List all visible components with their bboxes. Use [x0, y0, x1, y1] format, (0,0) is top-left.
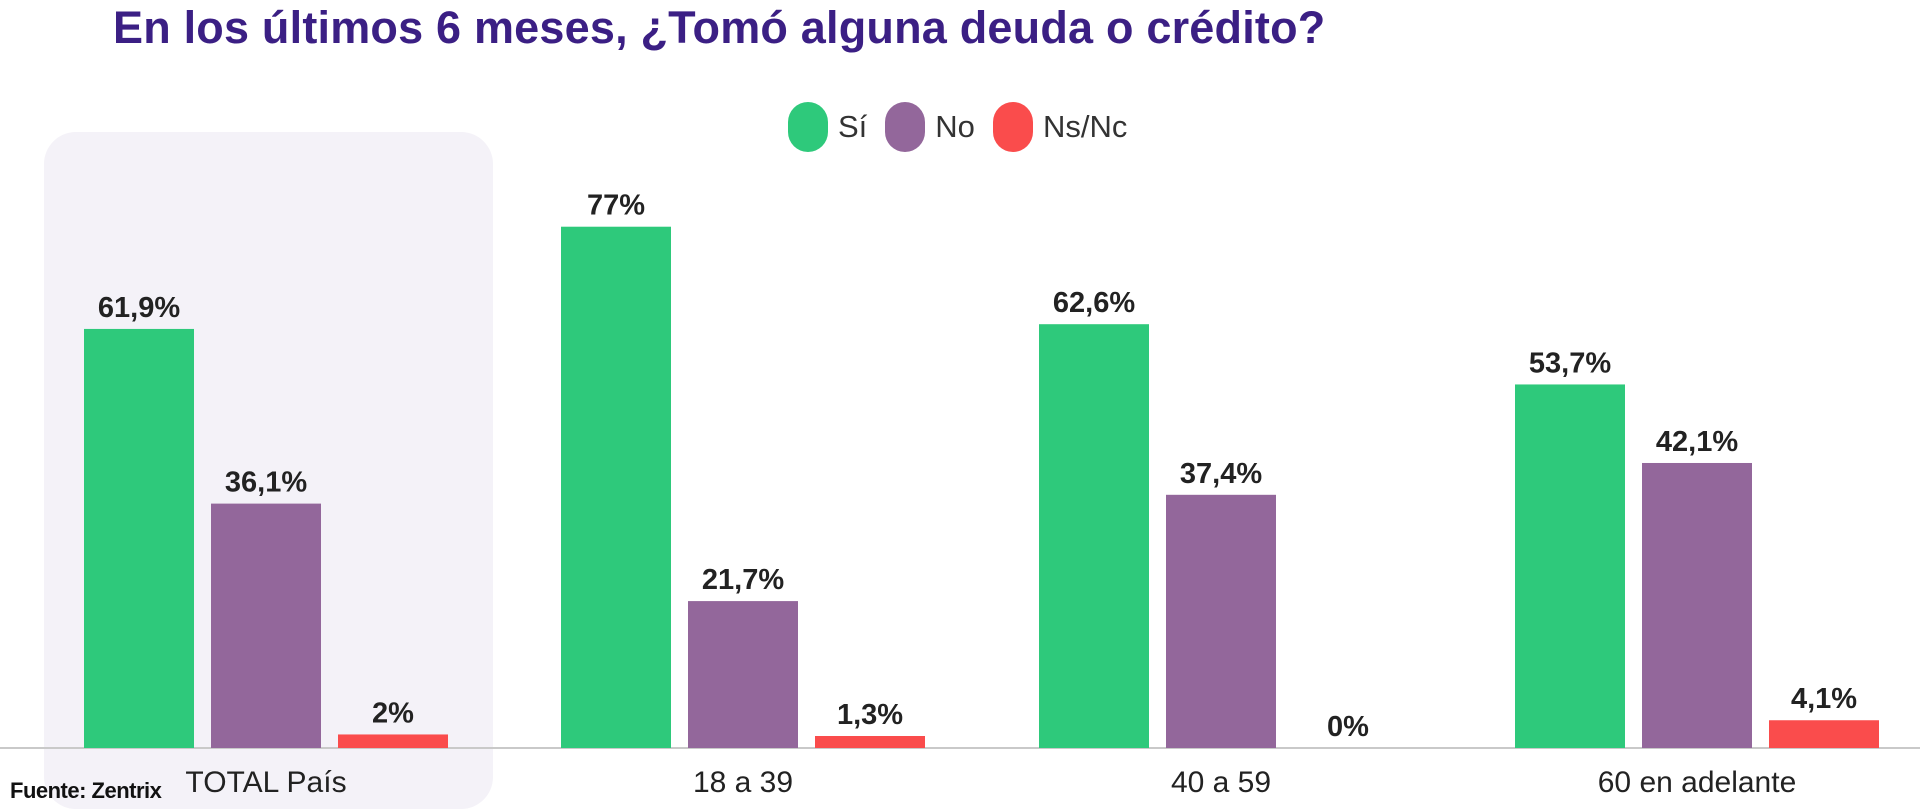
bar-18-a-39-si	[561, 226, 671, 748]
category-label-40-a-59: 40 a 59	[1171, 766, 1271, 799]
data-label-60-en-adelante-si: 53,7%	[1529, 347, 1611, 379]
legend-label-si: Sí	[838, 109, 868, 144]
bar-60-en-adelante-no	[1642, 462, 1752, 748]
data-label-18-a-39-si: 77%	[587, 190, 645, 222]
bar-18-a-39-no	[688, 601, 798, 748]
data-label-40-a-59-ns-nc: 0%	[1327, 711, 1369, 743]
legend-label-nsnc: Ns/Nc	[1042, 109, 1128, 144]
legend-item-si: Sí	[788, 102, 867, 152]
chart-legend: Sí No Ns/Nc	[788, 102, 1145, 152]
data-label-60-en-adelante-ns-nc: 4,1%	[1791, 683, 1857, 715]
source-note: Fuente: Zentrix	[10, 778, 162, 803]
legend-swatch-no	[885, 102, 926, 152]
data-label-18-a-39-ns-nc: 1,3%	[837, 699, 903, 731]
legend-item-nsnc: Ns/Nc	[992, 102, 1128, 152]
legend-item-no: No	[885, 102, 975, 152]
data-label-total-pais-si: 61,9%	[98, 292, 180, 324]
legend-swatch-nsnc	[992, 102, 1033, 152]
data-label-total-pais-no: 36,1%	[225, 467, 307, 499]
data-label-18-a-39-no: 21,7%	[702, 564, 784, 596]
bar-18-a-39-ns-nc	[815, 736, 925, 748]
bar-total-pais-si	[84, 328, 194, 748]
bar-40-a-59-no	[1166, 494, 1276, 748]
legend-label-no: No	[935, 109, 975, 144]
data-label-total-pais-ns-nc: 2%	[372, 697, 414, 729]
category-label-total-pais: TOTAL País	[185, 766, 346, 799]
category-label-60-en-adelante: 60 en adelante	[1598, 766, 1797, 799]
bar-60-en-adelante-ns-nc	[1769, 720, 1879, 748]
category-label-18-a-39: 18 a 39	[693, 766, 793, 799]
data-label-40-a-59-no: 37,4%	[1180, 458, 1262, 490]
bar-40-a-59-si	[1039, 324, 1149, 748]
bar-60-en-adelante-si	[1515, 384, 1625, 748]
bar-total-pais-ns-nc	[338, 734, 448, 748]
legend-swatch-si	[788, 102, 828, 152]
bar-total-pais-no	[211, 503, 321, 748]
chart-title: En los últimos 6 meses, ¿Tomó alguna deu…	[113, 2, 1326, 53]
data-label-60-en-adelante-no: 42,1%	[1656, 426, 1738, 458]
data-label-40-a-59-si: 62,6%	[1053, 287, 1135, 319]
